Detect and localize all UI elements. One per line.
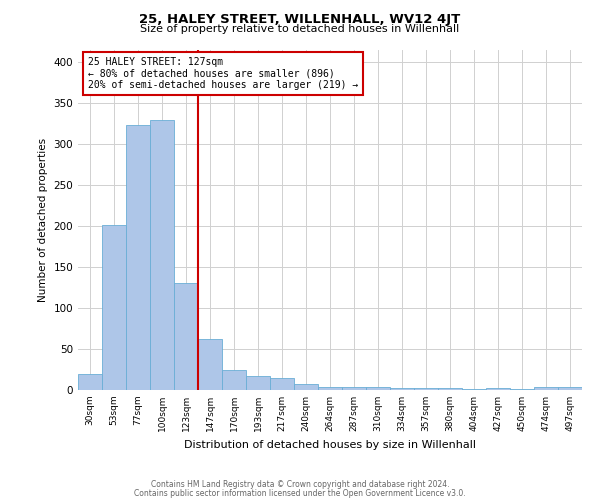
Bar (438, 388, 462, 390)
Bar (174, 284, 198, 390)
Bar (558, 386, 582, 390)
Bar (462, 389, 486, 390)
Text: Size of property relative to detached houses in Willenhall: Size of property relative to detached ho… (140, 24, 460, 34)
Bar (486, 388, 510, 390)
Text: 25 HALEY STREET: 127sqm
← 80% of detached houses are smaller (896)
20% of semi-d: 25 HALEY STREET: 127sqm ← 80% of detache… (88, 57, 358, 90)
Bar (102, 226, 126, 390)
Bar (342, 386, 366, 390)
Bar (198, 339, 222, 390)
Bar (78, 374, 102, 390)
Bar (222, 370, 246, 390)
Text: 25, HALEY STREET, WILLENHALL, WV12 4JT: 25, HALEY STREET, WILLENHALL, WV12 4JT (139, 12, 461, 26)
Text: Contains public sector information licensed under the Open Government Licence v3: Contains public sector information licen… (134, 488, 466, 498)
Bar (366, 386, 390, 390)
Bar (318, 386, 342, 390)
Y-axis label: Number of detached properties: Number of detached properties (38, 138, 48, 302)
Bar (390, 388, 414, 390)
Bar (510, 389, 534, 390)
Bar (126, 126, 150, 390)
Bar (294, 384, 318, 390)
Bar (246, 376, 270, 390)
Bar (414, 388, 438, 390)
Text: Contains HM Land Registry data © Crown copyright and database right 2024.: Contains HM Land Registry data © Crown c… (151, 480, 449, 489)
X-axis label: Distribution of detached houses by size in Willenhall: Distribution of detached houses by size … (184, 440, 476, 450)
Bar (150, 120, 174, 390)
Bar (534, 386, 558, 390)
Bar (270, 378, 294, 390)
